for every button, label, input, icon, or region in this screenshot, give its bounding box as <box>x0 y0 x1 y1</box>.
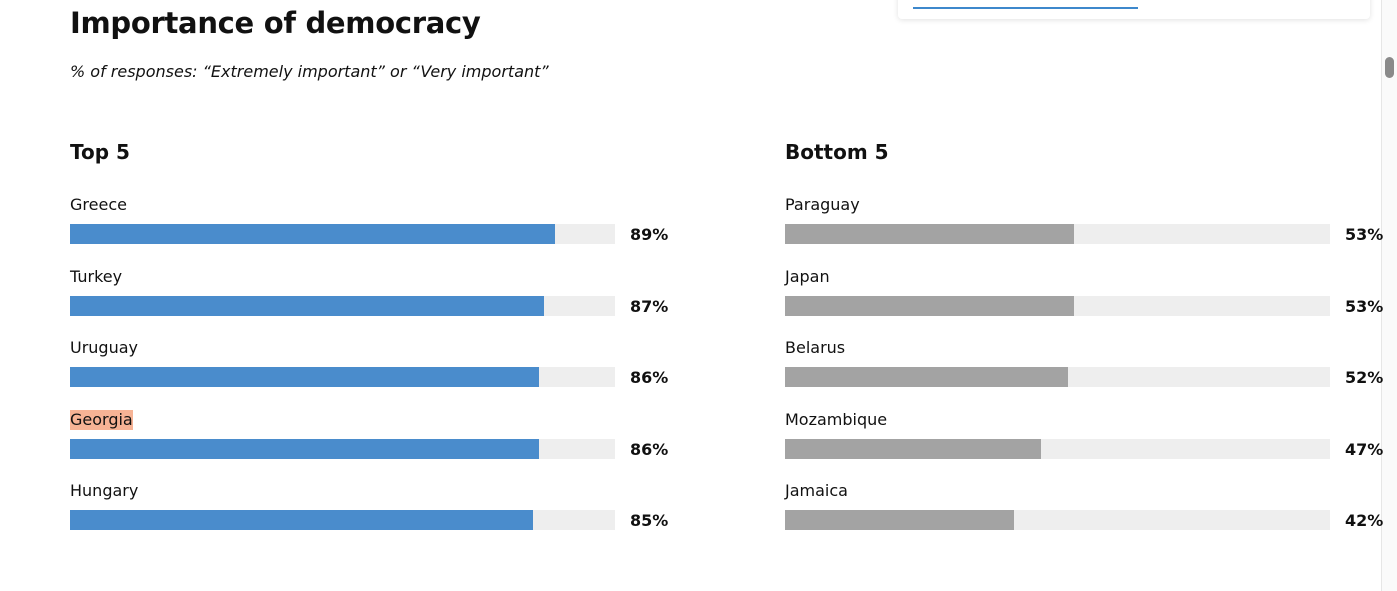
top-5-panel: Top 5 Greece 89% Turkey 87% Uruguay 86% Georgi… <box>70 140 670 530</box>
bar-row: Belarus 52% <box>785 338 1385 410</box>
bar <box>785 438 1042 459</box>
scrollbar[interactable] <box>1381 0 1397 591</box>
country-label: Hungary <box>70 481 139 500</box>
bar <box>785 295 1074 316</box>
value-label: 86% <box>630 439 669 459</box>
bar-track <box>70 510 615 530</box>
value-label: 42% <box>1345 511 1384 530</box>
bar <box>70 295 545 316</box>
bar-row: Paraguay 53% <box>785 195 1385 267</box>
bar <box>70 224 556 244</box>
bar-row: Hungary 85% <box>70 481 670 553</box>
value-label: 52% <box>1345 368 1384 387</box>
country-label: Georgia <box>70 409 133 430</box>
bar-row: Turkey 87% <box>70 267 670 339</box>
value-label: 53% <box>1345 225 1384 244</box>
bar-track <box>785 510 1330 530</box>
country-label: Paraguay <box>785 195 860 214</box>
value-label: 85% <box>630 511 669 530</box>
bar <box>785 510 1014 530</box>
country-label: Mozambique <box>785 409 888 429</box>
value-label: 53% <box>1345 296 1384 316</box>
country-label: Uruguay <box>70 338 138 357</box>
chart-title: Importance of democracy <box>70 6 481 40</box>
chart-subtitle: % of responses: “Extremely important” or… <box>70 62 549 81</box>
bar-row: Georgia 86% <box>70 409 670 482</box>
value-label: 47% <box>1345 439 1384 459</box>
value-label: 87% <box>630 296 669 316</box>
bar <box>785 367 1069 387</box>
bar <box>70 510 534 530</box>
bottom-5-heading: Bottom 5 <box>785 140 889 164</box>
bar-row: Uruguay 86% <box>70 338 670 410</box>
bar-track <box>70 367 615 387</box>
bar-row: Greece 89% <box>70 195 670 267</box>
bar <box>70 438 539 459</box>
scrollbar-thumb[interactable] <box>1385 57 1394 78</box>
bar-track <box>70 295 615 316</box>
bar-row: Jamaica 42% <box>785 481 1385 553</box>
bar <box>785 224 1074 244</box>
top-5-heading: Top 5 <box>70 140 130 164</box>
bar-track <box>785 367 1330 387</box>
country-label: Greece <box>70 195 127 214</box>
bar <box>70 367 539 387</box>
bottom-5-panel: Bottom 5 Paraguay 53% Japan 53% Belarus 52% Mo… <box>785 140 1385 530</box>
country-label: Turkey <box>70 266 123 286</box>
value-label: 86% <box>630 368 669 387</box>
floating-card <box>898 0 1370 19</box>
bar-track <box>785 224 1330 244</box>
bar-track <box>785 295 1330 316</box>
active-tab-underline <box>913 7 1138 9</box>
bottom-5-bars: Paraguay 53% Japan 53% Belarus 52% Mozambique 4… <box>785 195 1385 553</box>
country-label: Jamaica <box>785 481 848 500</box>
bar-track <box>785 438 1330 459</box>
country-label: Japan <box>785 266 830 286</box>
bar-track <box>70 438 615 459</box>
bar-track <box>70 224 615 244</box>
bar-row: Mozambique 47% <box>785 410 1385 482</box>
country-label: Belarus <box>785 338 846 357</box>
value-label: 89% <box>630 225 669 244</box>
bar-row: Japan 53% <box>785 267 1385 339</box>
top-5-bars: Greece 89% Turkey 87% Uruguay 86% Georgia 86% Hu… <box>70 195 670 553</box>
